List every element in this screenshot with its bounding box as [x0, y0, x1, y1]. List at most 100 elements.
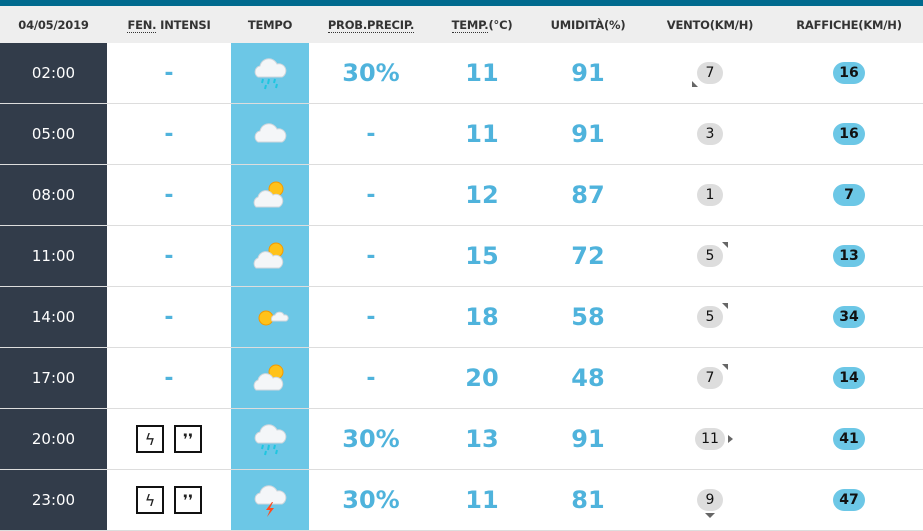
wind-cell: 9 — [645, 470, 775, 530]
tempo-cell — [231, 104, 309, 164]
lightning-icon[interactable]: ϟ — [136, 486, 164, 514]
tempo-cell — [231, 470, 309, 530]
gust-cell: 13 — [775, 226, 923, 286]
temp-unit: (°C) — [488, 17, 513, 32]
prob-value: - — [366, 243, 376, 269]
prob-value: 30% — [342, 486, 400, 514]
temp-value: 18 — [465, 303, 499, 331]
gust-badge: 16 — [833, 123, 865, 145]
gust-cell: 47 — [775, 470, 923, 530]
gust-cell: 34 — [775, 287, 923, 347]
wind-value: 11 — [701, 431, 719, 447]
fen-cell: - — [107, 104, 231, 164]
wind-direction-icon — [727, 435, 733, 443]
sun-cloud-icon — [253, 181, 284, 208]
header-temp: TEMP.(°C) — [433, 17, 531, 33]
gust-badge: 34 — [833, 306, 865, 328]
prob-abbr[interactable]: PROB.PRECIP. — [327, 17, 415, 33]
heavy-rain-icon[interactable]: ❜❜ — [174, 425, 202, 453]
wind-direction-icon — [692, 81, 698, 87]
wind-badge: 11 — [695, 428, 733, 450]
time-cell: 02:00 — [0, 43, 107, 103]
time-cell: 11:00 — [0, 226, 107, 286]
wind-cell: 5 — [645, 287, 775, 347]
prob-value: - — [366, 365, 376, 391]
fen-value: - — [164, 304, 174, 330]
wind-badge: 1 — [697, 184, 723, 206]
header-date: 04/05/2019 — [18, 17, 89, 32]
prob-value: - — [366, 182, 376, 208]
table-row: 08:00 - - 12 87 1 7 — [0, 165, 923, 226]
tempo-cell — [231, 165, 309, 225]
wind-cell: 7 — [645, 348, 775, 408]
cloud-icon — [254, 123, 287, 143]
wind-cell: 1 — [645, 165, 775, 225]
fen-abbr[interactable]: FEN. — [127, 17, 157, 33]
wind-badge: 3 — [697, 123, 723, 145]
table-header: 04/05/2019 FEN. INTENSI TEMPO PROB.PRECI… — [0, 6, 923, 43]
time-cell: 08:00 — [0, 165, 107, 225]
umid-cell: 87 — [531, 165, 645, 225]
temp-cell: 15 — [433, 226, 531, 286]
prob-cell: 30% — [309, 470, 433, 530]
fen-cell: ϟ ❜❜ — [107, 409, 231, 469]
header-umid: UMIDITÀ(%) — [550, 17, 626, 32]
umid-cell: 72 — [531, 226, 645, 286]
temp-value: 11 — [465, 59, 499, 87]
time-cell: 14:00 — [0, 287, 107, 347]
tempo-cell — [231, 348, 309, 408]
wind-badge: 7 — [697, 364, 728, 389]
wind-direction-icon — [722, 242, 728, 248]
temp-cell: 11 — [433, 43, 531, 103]
umid-cell: 91 — [531, 409, 645, 469]
time-cell: 23:00 — [0, 470, 107, 530]
fen-value: - — [164, 243, 174, 269]
umid-value: 58 — [571, 303, 605, 331]
temp-value: 12 — [465, 181, 499, 209]
table-row: 23:00 ϟ ❜❜ 30% 11 81 9 47 — [0, 470, 923, 531]
umid-cell: 58 — [531, 287, 645, 347]
fen-value: - — [164, 365, 174, 391]
wind-value: 3 — [705, 126, 715, 142]
umid-value: 81 — [571, 486, 605, 514]
gust-cell: 16 — [775, 104, 923, 164]
gust-badge: 13 — [833, 245, 865, 267]
wind-value: 7 — [705, 65, 715, 81]
wind-value: 5 — [705, 309, 715, 325]
wind-direction-icon — [722, 303, 728, 309]
cloud-rain-icon — [254, 424, 287, 456]
fen-label: INTENSI — [156, 17, 211, 32]
lightning-icon[interactable]: ϟ — [136, 425, 164, 453]
umid-cell: 91 — [531, 104, 645, 164]
prob-value: - — [366, 304, 376, 330]
wind-value: 1 — [705, 187, 715, 203]
temp-value: 11 — [465, 120, 499, 148]
tempo-cell — [231, 287, 309, 347]
gust-cell: 16 — [775, 43, 923, 103]
prob-value: 30% — [342, 425, 400, 453]
wind-badge: 7 — [692, 62, 723, 87]
fen-cell: - — [107, 43, 231, 103]
temp-value: 11 — [465, 486, 499, 514]
wind-value: 7 — [705, 370, 715, 386]
table-row: 17:00 - - 20 48 7 14 — [0, 348, 923, 409]
table-row: 11:00 - - 15 72 5 13 — [0, 226, 923, 287]
umid-cell: 48 — [531, 348, 645, 408]
table-row: 05:00 - - 11 91 3 16 — [0, 104, 923, 165]
gust-badge: 41 — [833, 428, 865, 450]
gust-badge: 14 — [833, 367, 865, 389]
time-cell: 05:00 — [0, 104, 107, 164]
gust-cell: 14 — [775, 348, 923, 408]
temp-cell: 11 — [433, 470, 531, 530]
sun-cloud-icon — [253, 364, 284, 391]
prob-cell: - — [309, 104, 433, 164]
prob-value: - — [366, 121, 376, 147]
temp-cell: 20 — [433, 348, 531, 408]
heavy-rain-icon[interactable]: ❜❜ — [174, 486, 202, 514]
gust-cell: 7 — [775, 165, 923, 225]
prob-value: 30% — [342, 59, 400, 87]
sun-small-cloud-icon — [258, 310, 289, 326]
temp-abbr[interactable]: TEMP. — [451, 17, 489, 33]
cloud-rain-icon — [254, 58, 287, 90]
tempo-cell — [231, 43, 309, 103]
